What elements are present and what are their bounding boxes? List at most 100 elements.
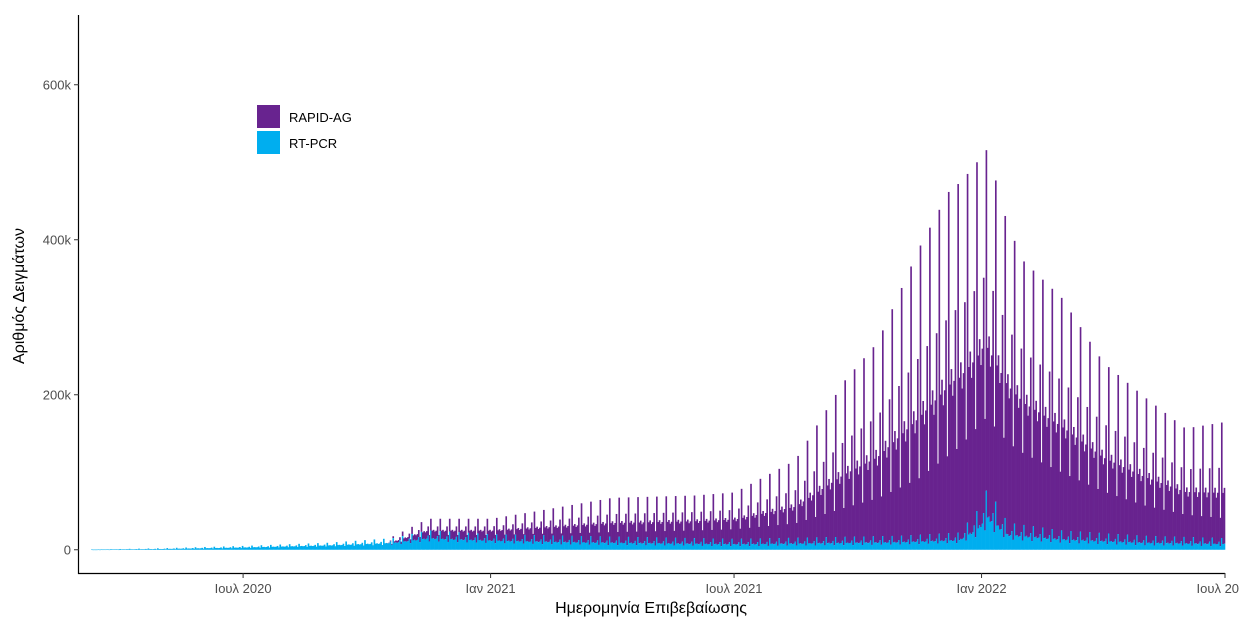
legend-label-rapid-ag: RAPID-AG — [289, 110, 352, 125]
bar-rt-pcr — [829, 543, 832, 550]
bar-rapid-ag — [775, 496, 778, 542]
bar-rt-pcr — [212, 548, 214, 550]
x-tick-label: Ιαν 2022 — [956, 581, 1006, 596]
bar-rt-pcr — [802, 543, 805, 550]
bar-rt-pcr — [1157, 542, 1160, 550]
bar-rt-pcr — [848, 543, 851, 550]
bar-rapid-ag — [1188, 492, 1191, 544]
bar-rapid-ag — [1195, 487, 1198, 544]
bar-rapid-ag — [1210, 516, 1212, 547]
bar-rapid-ag — [857, 474, 860, 544]
bar-rapid-ag — [840, 476, 842, 544]
bar-rt-pcr — [175, 547, 178, 550]
bar-rapid-ag — [1097, 488, 1099, 544]
bar-rt-pcr — [969, 532, 972, 550]
bar-rt-pcr — [150, 549, 152, 550]
bar-rt-pcr — [860, 540, 863, 550]
bar-rt-pcr — [435, 538, 438, 550]
bar-rapid-ag — [1192, 427, 1195, 538]
bar-rt-pcr — [818, 542, 821, 550]
bar-rapid-ag — [688, 523, 690, 545]
bar-rt-pcr — [1118, 541, 1121, 550]
bar-rapid-ag — [720, 529, 723, 547]
bar-rapid-ag — [1185, 487, 1188, 544]
bar-rt-pcr — [330, 545, 333, 550]
bar-rt-pcr — [298, 543, 300, 550]
bar-rapid-ag — [789, 507, 791, 544]
bar-rt-pcr — [1172, 545, 1175, 550]
bar-rapid-ag — [1073, 426, 1075, 540]
bar-rt-pcr — [539, 541, 541, 550]
bar-rt-pcr — [617, 545, 619, 550]
bar-rapid-ag — [906, 429, 908, 543]
bar-rt-pcr — [1136, 535, 1138, 550]
bar-rt-pcr — [1183, 536, 1185, 550]
bar-rt-pcr — [949, 540, 951, 550]
bar-rt-pcr — [104, 549, 107, 551]
bar-rapid-ag — [447, 534, 450, 542]
bar-rapid-ag — [760, 513, 763, 544]
bar-rt-pcr — [695, 543, 697, 550]
bar-rapid-ag — [910, 266, 912, 536]
bar-rapid-ag — [1012, 446, 1015, 540]
bar-rt-pcr — [243, 547, 245, 550]
bar-rapid-ag — [391, 543, 393, 545]
bar-rt-pcr — [165, 549, 167, 550]
bar-rt-pcr — [725, 544, 728, 550]
bar-rt-pcr — [747, 542, 750, 550]
bar-rapid-ag — [525, 528, 528, 542]
bar-rt-pcr — [256, 547, 259, 550]
bar-rt-pcr — [1035, 536, 1037, 550]
bar-rt-pcr — [295, 545, 298, 550]
bar-rt-pcr — [964, 533, 966, 550]
bar-rapid-ag — [470, 529, 473, 540]
bar-rapid-ag — [1206, 497, 1208, 545]
bar-rt-pcr — [278, 547, 280, 550]
bar-rt-pcr — [166, 548, 169, 550]
bar-rapid-ag — [1223, 487, 1226, 544]
bar-rt-pcr — [774, 543, 777, 550]
bar-rt-pcr — [849, 542, 852, 550]
bar-rapid-ag — [400, 541, 403, 544]
bar-rt-pcr — [504, 543, 506, 550]
bar-rt-pcr — [1063, 539, 1066, 550]
bar-rt-pcr — [1029, 533, 1032, 550]
bar-rt-pcr — [785, 541, 787, 550]
bar-rt-pcr — [813, 541, 816, 550]
bar-rapid-ag — [911, 424, 914, 542]
bar-rt-pcr — [251, 545, 253, 550]
bar-rt-pcr — [1056, 539, 1059, 550]
bar-rt-pcr — [752, 543, 755, 550]
bar-rt-pcr — [705, 543, 708, 550]
bar-rt-pcr — [127, 549, 130, 550]
bar-rapid-ag — [559, 519, 561, 540]
bar-rt-pcr — [732, 544, 735, 550]
bar-rt-pcr — [852, 545, 855, 550]
bar-rt-pcr — [140, 549, 143, 550]
bar-rt-pcr — [978, 525, 981, 550]
bar-rt-pcr — [898, 540, 900, 550]
bar-rt-pcr — [224, 547, 226, 550]
bar-rt-pcr — [791, 544, 794, 550]
bar-rapid-ag — [912, 411, 915, 542]
bar-rt-pcr — [557, 542, 560, 550]
bar-rapid-ag — [1110, 454, 1113, 542]
bar-rt-pcr — [851, 540, 853, 550]
bar-rt-pcr — [1167, 542, 1169, 550]
bar-rt-pcr — [267, 546, 269, 550]
bar-rt-pcr — [1216, 543, 1219, 550]
bar-rt-pcr — [951, 541, 954, 550]
bar-rapid-ag — [578, 517, 580, 541]
bar-rt-pcr — [265, 546, 268, 550]
bar-rapid-ag — [434, 531, 436, 540]
bar-rt-pcr — [1187, 543, 1189, 550]
bar-rapid-ag — [785, 493, 787, 542]
bar-rt-pcr — [798, 543, 801, 550]
bar-rt-pcr — [222, 546, 225, 550]
bar-rt-pcr — [1086, 537, 1089, 550]
bar-rt-pcr — [249, 547, 252, 550]
bar-rapid-ag — [793, 507, 795, 544]
bar-rt-pcr — [118, 549, 120, 551]
bar-rt-pcr — [377, 543, 380, 550]
bar-rt-pcr — [1128, 542, 1130, 550]
